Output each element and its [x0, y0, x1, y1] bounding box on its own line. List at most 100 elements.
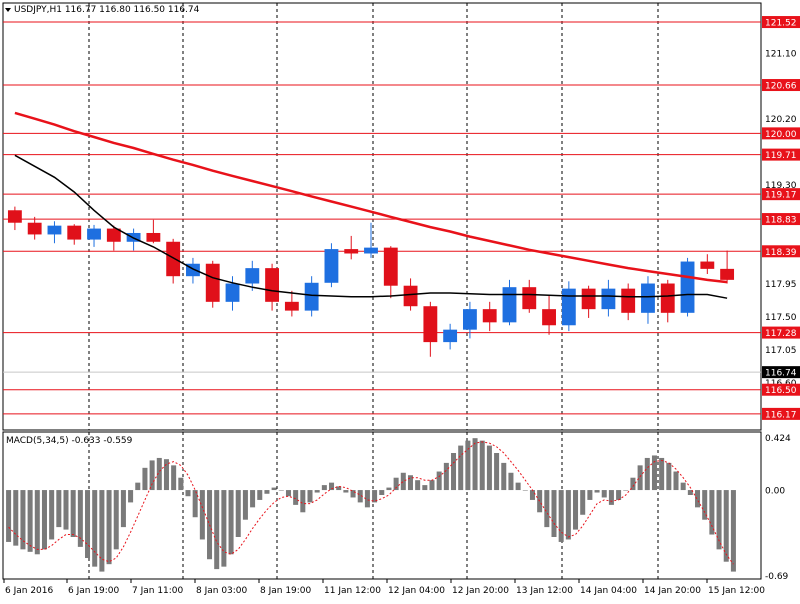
macd-bar	[185, 490, 191, 497]
time-tick-label-11: 15 Jan 12:00	[708, 586, 765, 596]
macd-bar	[601, 490, 607, 498]
macd-bar	[580, 490, 586, 515]
macd-bar	[623, 490, 629, 491]
candle-body	[364, 247, 378, 254]
macd-bar	[422, 485, 428, 491]
macd-header: MACD(5,34,5) -0.633 -0.559	[6, 436, 133, 446]
price-tag-bg-17	[762, 407, 800, 420]
macd-bar	[70, 490, 76, 537]
candle-body	[423, 306, 438, 343]
macd-bar	[494, 453, 500, 491]
macd-bar	[63, 490, 69, 530]
macd-bar	[730, 490, 736, 572]
macd-bar	[278, 490, 284, 491]
macd-bar	[156, 457, 162, 491]
price-tick-label-6: 119.30	[765, 181, 797, 191]
macd-bar	[723, 490, 729, 562]
candle-body	[383, 247, 398, 286]
macd-bar	[178, 477, 184, 491]
price-axis[interactable]: 121.52 121.10 120.66 120.20 120.00 119.71 119.…	[762, 16, 800, 420]
price-tick-label-17: 116.17	[765, 410, 797, 420]
macd-bar	[171, 465, 177, 491]
time-tick-label-1: 6 Jan 19:00	[68, 586, 120, 596]
macd-bar	[285, 490, 291, 497]
price-tag-bg-7	[762, 188, 800, 201]
macd-bar	[565, 490, 571, 540]
price-tick-label-11: 117.50	[765, 313, 797, 323]
candle-body	[87, 228, 101, 240]
time-tick-label-3: 8 Jan 03:00	[196, 586, 248, 596]
macd-bar	[207, 490, 213, 560]
price-tick-label-0: 121.52	[765, 19, 797, 29]
macd-bar	[680, 482, 686, 491]
macd-bar	[13, 490, 19, 546]
candle-body	[641, 283, 655, 313]
price-tag-bg-5	[762, 148, 800, 161]
macd-bar	[573, 490, 579, 530]
candle-body	[245, 268, 260, 284]
price-tag-bg-2	[762, 79, 800, 92]
macd-bar	[522, 490, 528, 491]
time-tick-label-0: 6 Jan 2016	[5, 586, 53, 596]
macd-bar	[508, 472, 514, 491]
macd-bar	[163, 459, 169, 491]
time-tick-label-4: 8 Jan 19:00	[260, 586, 312, 596]
macd-bar	[307, 490, 313, 503]
candle-body	[542, 309, 556, 326]
macd-bar	[637, 465, 643, 491]
macd-bar	[350, 490, 356, 498]
candle-body	[225, 283, 240, 302]
macd-bar	[106, 490, 112, 565]
candle-body	[581, 288, 596, 310]
time-tick-label-5: 11 Jan 12:00	[324, 586, 381, 596]
candle-body	[7, 210, 22, 223]
macd-plot-frame	[2, 431, 762, 580]
macd-bar	[336, 486, 342, 491]
dropdown-arrow-icon[interactable]	[5, 8, 11, 12]
macd-bar	[242, 490, 248, 520]
macd-bar	[451, 453, 457, 491]
price-tag-bg-16	[762, 383, 800, 396]
candle-body	[522, 287, 537, 310]
ma-fast-line	[14, 154, 728, 299]
candle-body	[621, 288, 636, 313]
candle-body	[47, 225, 62, 235]
macd-bar	[49, 490, 55, 540]
macd-bar	[558, 490, 564, 542]
macd-bar	[644, 457, 650, 491]
candle-body	[561, 288, 576, 326]
candle-body	[284, 301, 299, 311]
price-tick-label-16: 116.50	[765, 386, 797, 396]
macd-bar	[379, 490, 385, 495]
candle-body	[680, 261, 695, 313]
macd-bar	[264, 490, 270, 494]
macd-bar	[20, 490, 26, 550]
time-tick-label-7: 12 Jan 20:00	[452, 586, 509, 596]
macd-bar	[372, 490, 378, 503]
price-tick-label-14: 116.74	[765, 369, 797, 379]
candle-body	[403, 285, 418, 307]
macd-bar	[486, 445, 492, 491]
macd-bar	[92, 490, 98, 567]
macd-bar	[594, 490, 600, 493]
candle-body	[106, 228, 121, 242]
macd-bar	[666, 462, 672, 491]
moving-averages	[14, 111, 728, 299]
macd-bar	[228, 490, 234, 555]
macd-bar	[429, 480, 435, 491]
candle-body	[502, 287, 517, 323]
symbol-ohlc-header: USDJPY,H1 116.77 116.80 116.50 116.74	[14, 5, 200, 15]
macd-bar	[128, 490, 134, 503]
macd-bar	[321, 485, 327, 491]
macd-bar	[343, 490, 349, 493]
macd-bar	[113, 490, 119, 550]
price-tag-bg-4	[762, 127, 800, 140]
time-tick-label-6: 12 Jan 04:00	[388, 586, 445, 596]
price-tag-bg-0	[762, 16, 800, 29]
macd-bar	[630, 477, 636, 491]
price-tick-label-7: 119.17	[765, 191, 797, 201]
macd-bar	[300, 490, 306, 513]
macd-bar	[702, 490, 708, 520]
